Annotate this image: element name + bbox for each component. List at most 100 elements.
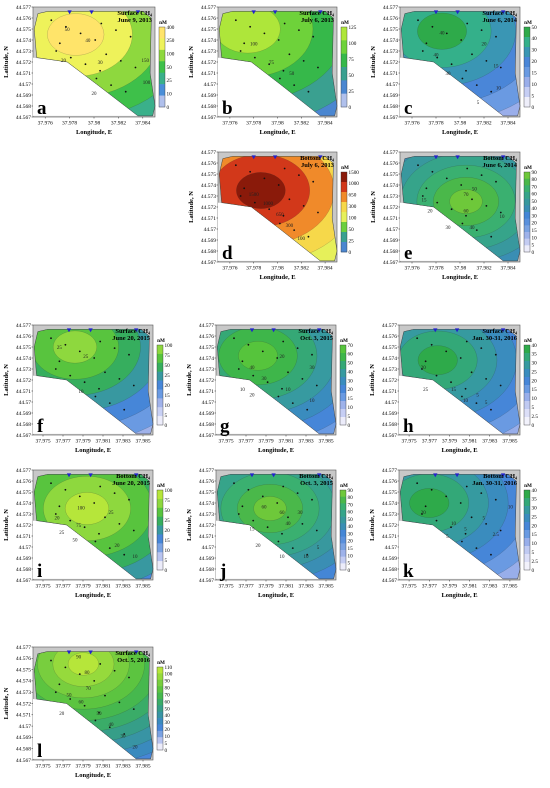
colorbar-segment xyxy=(341,27,347,41)
colorbar-tick-label: 70 xyxy=(348,502,354,508)
sampling-station xyxy=(416,337,419,340)
sampling-station xyxy=(79,32,82,35)
sampling-station xyxy=(421,513,423,515)
lat-tick-label: 44.577 xyxy=(16,5,31,11)
inflow-marker xyxy=(134,650,139,655)
lat-tick-label: 44.576 xyxy=(201,16,216,22)
sampling-station xyxy=(243,187,246,190)
lon-tick-label: 37.985 xyxy=(135,439,150,445)
sampling-station xyxy=(83,704,86,707)
sampling-station xyxy=(291,547,294,549)
contour-label: 5 xyxy=(464,528,467,533)
colorbar-tick-label: 40 xyxy=(348,369,354,375)
sampling-station xyxy=(94,719,97,722)
inflow-marker xyxy=(271,473,276,478)
colorbar-segment xyxy=(524,490,530,499)
colorbar-tick-label: 5 xyxy=(165,741,168,747)
colorbar-tick-label: 40 xyxy=(165,713,171,719)
colorbar-segment xyxy=(524,67,530,78)
colorbar-segment xyxy=(524,192,530,199)
y-axis-label: Latitude, N xyxy=(369,509,376,541)
lon-tick-label: 37.979 xyxy=(75,764,90,770)
lat-tick-label: 44.573 xyxy=(382,512,397,518)
sampling-station xyxy=(69,56,72,59)
sampling-station xyxy=(421,368,423,370)
lat-tick-label: 44.572 xyxy=(199,378,214,384)
colorbar-segment xyxy=(524,232,530,239)
colorbar-segment xyxy=(157,353,163,364)
lat-tick-label: 44.573 xyxy=(16,512,31,518)
colorbar-tick-label: 0 xyxy=(165,748,168,754)
sampling-station xyxy=(466,167,469,170)
lon-tick-label: 37.975 xyxy=(35,439,50,445)
sampling-station xyxy=(266,526,269,529)
lon-tick-label: 37.978 xyxy=(62,121,77,127)
y-axis-label: Latitude, N xyxy=(370,191,377,223)
colorbar-tick-label: 10 xyxy=(165,548,171,554)
colorbar-tick-label: 25 xyxy=(167,78,173,84)
sampling-station xyxy=(450,526,452,529)
colorbar-segment xyxy=(157,498,163,509)
contour-label: 100 xyxy=(143,81,151,86)
lon-tick-label: 37.983 xyxy=(482,439,497,445)
lat-tick-label: 44.568 xyxy=(383,249,398,255)
sampling-station xyxy=(95,77,98,80)
contour-label: 40 xyxy=(85,39,91,44)
sampling-station xyxy=(115,29,117,31)
sampling-station xyxy=(93,357,96,359)
lat-tick-label: 44.567 xyxy=(201,115,216,121)
sampling-station xyxy=(475,547,478,549)
colorbar-tick-label: 90 xyxy=(165,679,171,685)
contour-label: 10 xyxy=(310,399,316,404)
lon-tick-label: 37.984 xyxy=(135,121,150,127)
sampling-station xyxy=(315,529,318,532)
inflow-marker xyxy=(134,328,139,333)
colorbar-tick-label: 2.5 xyxy=(532,414,539,420)
y-axis-label: Latitude, N xyxy=(188,46,195,78)
colorbar-tick-label: 100 xyxy=(165,488,173,494)
colorbar-tick-label: 40 xyxy=(532,488,538,494)
colorbar-segment xyxy=(340,496,346,504)
pond-outline xyxy=(33,474,154,580)
colorbar-segment xyxy=(157,398,163,408)
sampling-station xyxy=(485,205,488,207)
colorbar-segment xyxy=(341,192,347,203)
sampling-station xyxy=(293,229,296,231)
lat-tick-label: 44.573 xyxy=(382,367,397,373)
colorbar-segment xyxy=(524,198,530,206)
colorbar-tick-label: 50 xyxy=(348,517,354,523)
colorbar-segment xyxy=(340,503,346,511)
panel-c: 40 40 30 20 15 10 5 44.577 44.576 44.575 44.574 44.… xyxy=(367,0,550,145)
colorbar-segment xyxy=(524,562,530,571)
colorbar-tick-label: 0 xyxy=(532,423,535,429)
colorbar-segment xyxy=(524,546,530,555)
sampling-station xyxy=(490,90,493,93)
panel-j: 60 60 40 30 20 15 10 10 5 44.577 44.576 44.575 44.57… xyxy=(183,463,366,608)
inflow-marker xyxy=(455,155,460,160)
x-axis-label: Longitude, E xyxy=(442,129,478,136)
lat-tick-label: 44.573 xyxy=(383,194,398,200)
sampling-station xyxy=(495,35,497,38)
contour-label: 40 xyxy=(250,366,256,371)
colorbar-tick-label: 20 xyxy=(532,221,538,227)
contour-label: 30 xyxy=(262,377,268,382)
colorbar-tick-label: 0 xyxy=(348,423,351,429)
sampling-station xyxy=(237,368,240,370)
lat-tick-label: 44.567 xyxy=(382,433,397,439)
colorbar-segment xyxy=(340,523,346,531)
sampling-station xyxy=(113,669,116,672)
panel-h: 20 25 15 10 5 5 44.577 44.576 44.575 44.574 44.573… xyxy=(366,318,550,463)
panel-letter: d xyxy=(222,243,233,264)
contour-label: 50 xyxy=(472,188,478,193)
contour-label: 30 xyxy=(121,734,127,739)
lat-tick-label: 44.571 xyxy=(382,534,397,540)
colorbar-tick-label: 10 xyxy=(348,405,354,411)
lon-tick-label: 37.981 xyxy=(462,439,477,445)
colorbar-tick-label: 60 xyxy=(532,192,538,198)
lat-tick-label: 44.574 xyxy=(383,38,398,44)
lat-tick-label: 44.573 xyxy=(383,49,398,55)
contour-label: 60 xyxy=(464,210,470,215)
colorbar-tick-label: 0 xyxy=(165,568,168,574)
lat-tick-label: 44.577 xyxy=(383,5,398,11)
contour-label: 30 xyxy=(298,511,304,516)
